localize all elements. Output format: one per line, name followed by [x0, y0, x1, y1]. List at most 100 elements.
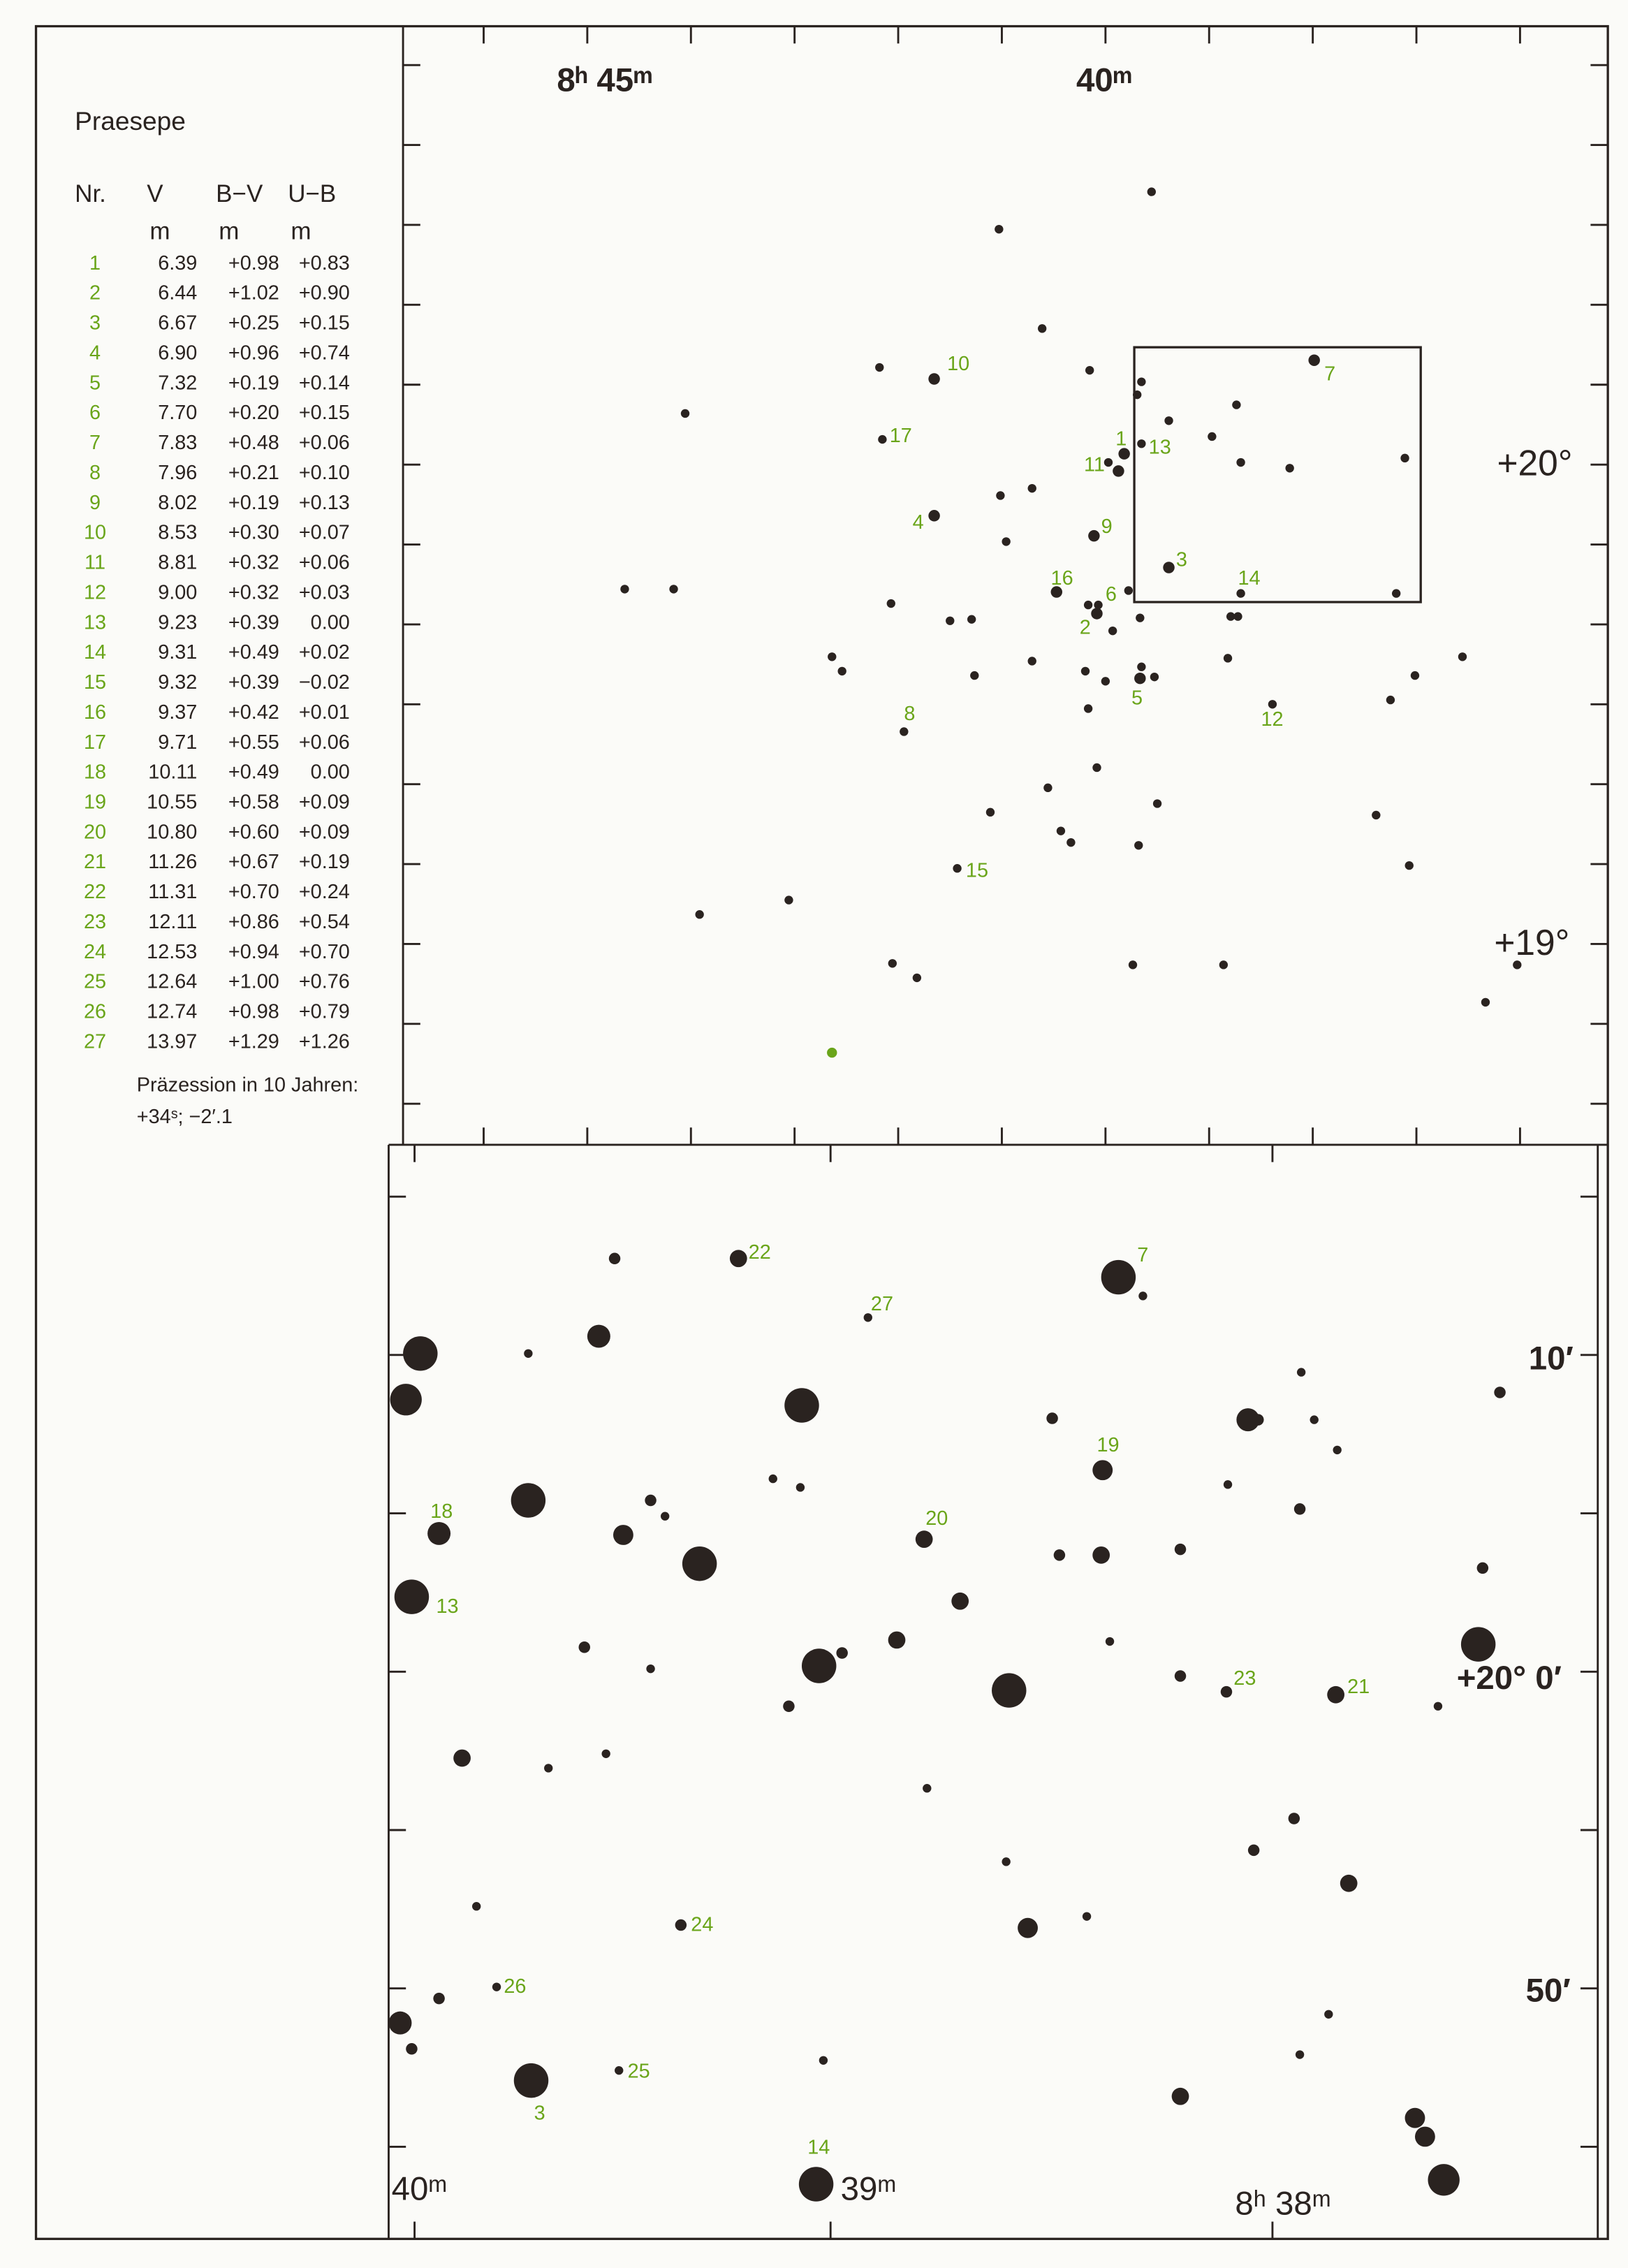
- star-label: 3: [534, 2102, 545, 2124]
- table-cell: −0.02: [299, 671, 350, 694]
- star-number: 21: [84, 851, 106, 873]
- star-number: 4: [89, 342, 101, 364]
- star-number: 18: [84, 761, 106, 784]
- table-cell: +0.15: [299, 402, 350, 424]
- table-cell: +0.30: [228, 522, 279, 544]
- star: [1223, 654, 1233, 663]
- star: [1268, 700, 1277, 709]
- star: [1128, 960, 1138, 970]
- star: [1094, 600, 1103, 610]
- star: [1333, 1445, 1342, 1455]
- table-cell: 9.31: [158, 641, 197, 664]
- table-cell: 11.31: [148, 881, 197, 903]
- table-cell: 7.96: [158, 462, 197, 484]
- table-header: U−B: [288, 180, 336, 207]
- star: [1150, 672, 1159, 682]
- table-cell: 9.71: [158, 731, 197, 754]
- table-cell: +0.49: [228, 761, 279, 784]
- star: [1136, 613, 1145, 622]
- star: [875, 363, 884, 372]
- table-cell: +1.26: [299, 1030, 350, 1053]
- table-cell: +0.54: [299, 911, 350, 933]
- star-label: 25: [628, 2060, 650, 2082]
- star-label: 9: [1101, 515, 1113, 538]
- star-number: 8: [89, 462, 101, 484]
- star: [1137, 439, 1146, 448]
- star: [645, 1494, 657, 1507]
- star-label: 2: [1080, 616, 1091, 638]
- star: [985, 807, 995, 817]
- star: [1226, 612, 1235, 621]
- table-cell: 6.39: [158, 252, 197, 275]
- star: [472, 1902, 481, 1911]
- star: [1108, 626, 1117, 636]
- star-label: 16: [1051, 567, 1073, 590]
- star: [1088, 529, 1100, 542]
- star: [1327, 1685, 1344, 1704]
- star-label: 11: [1084, 453, 1105, 476]
- table-cell: 7.83: [158, 432, 197, 454]
- table-cell: +0.20: [228, 402, 279, 424]
- table-cell: +0.48: [228, 432, 279, 454]
- star-number: 20: [84, 821, 106, 843]
- star-label: 21: [1347, 1676, 1370, 1698]
- star: [682, 1546, 717, 1581]
- star: [1293, 1503, 1306, 1515]
- star-number: 23: [84, 911, 106, 933]
- star: [1103, 458, 1113, 467]
- table-cell: +0.25: [228, 312, 279, 335]
- table-cell: +0.07: [299, 522, 350, 544]
- star: [661, 1512, 670, 1521]
- star-number: 12: [84, 581, 106, 603]
- table-cell: +0.96: [228, 342, 279, 364]
- dec-label: +20° 0′: [1457, 1660, 1562, 1697]
- ra-label: 8ʰ 45ᵐ: [557, 61, 652, 98]
- star: [1174, 1670, 1187, 1682]
- star: [1163, 562, 1175, 573]
- star: [1118, 448, 1130, 460]
- star: [406, 2043, 418, 2055]
- table: Nr. V B−V U−B m m m 1 6.39 +0.98 +0.83 2 6.44 +1.02 +0…: [75, 180, 350, 1053]
- star: [878, 434, 887, 444]
- table-cell: +0.14: [299, 372, 350, 394]
- star-number: 5: [89, 372, 101, 394]
- table-cell: +0.32: [228, 552, 279, 574]
- star: [928, 373, 940, 385]
- star: [795, 1483, 805, 1492]
- note: Präzession in 10 Jahren:: [137, 1074, 358, 1097]
- star-number: 13: [84, 611, 106, 634]
- star: [1458, 652, 1467, 661]
- star: [1092, 1546, 1110, 1564]
- table-cell: +0.15: [299, 312, 350, 335]
- table-cell: +0.19: [228, 372, 279, 394]
- table-cell: +0.79: [299, 1001, 350, 1023]
- star: [888, 1631, 906, 1649]
- star: [1113, 465, 1124, 477]
- table-cell: +0.39: [228, 611, 279, 634]
- table-header: V: [147, 180, 163, 207]
- star-label: 19: [1097, 1434, 1119, 1456]
- star: [1324, 2010, 1333, 2019]
- star: [1101, 677, 1110, 686]
- star-label: 27: [871, 1293, 893, 1315]
- star: [1247, 1844, 1260, 1857]
- star: [1133, 390, 1142, 400]
- table-cell: 8.02: [158, 492, 197, 514]
- star-label: 10: [947, 353, 969, 375]
- table-cell: 6.44: [158, 282, 197, 305]
- star: [1018, 1917, 1038, 1938]
- title: Praesepe: [75, 106, 186, 136]
- table-cell: +0.10: [299, 462, 350, 484]
- star: [1310, 1415, 1319, 1424]
- table-unit: m: [291, 218, 311, 245]
- star: [888, 959, 897, 968]
- star-number: 22: [84, 881, 106, 903]
- table-cell: +0.42: [228, 701, 279, 724]
- star-label: 7: [1324, 363, 1335, 386]
- star: [1296, 1368, 1306, 1377]
- table-cell: +0.13: [299, 492, 350, 514]
- star-label: 22: [749, 1241, 771, 1264]
- table-cell: 10.55: [147, 791, 197, 814]
- star: [544, 1764, 553, 1773]
- table-cell: 12.74: [147, 1001, 197, 1023]
